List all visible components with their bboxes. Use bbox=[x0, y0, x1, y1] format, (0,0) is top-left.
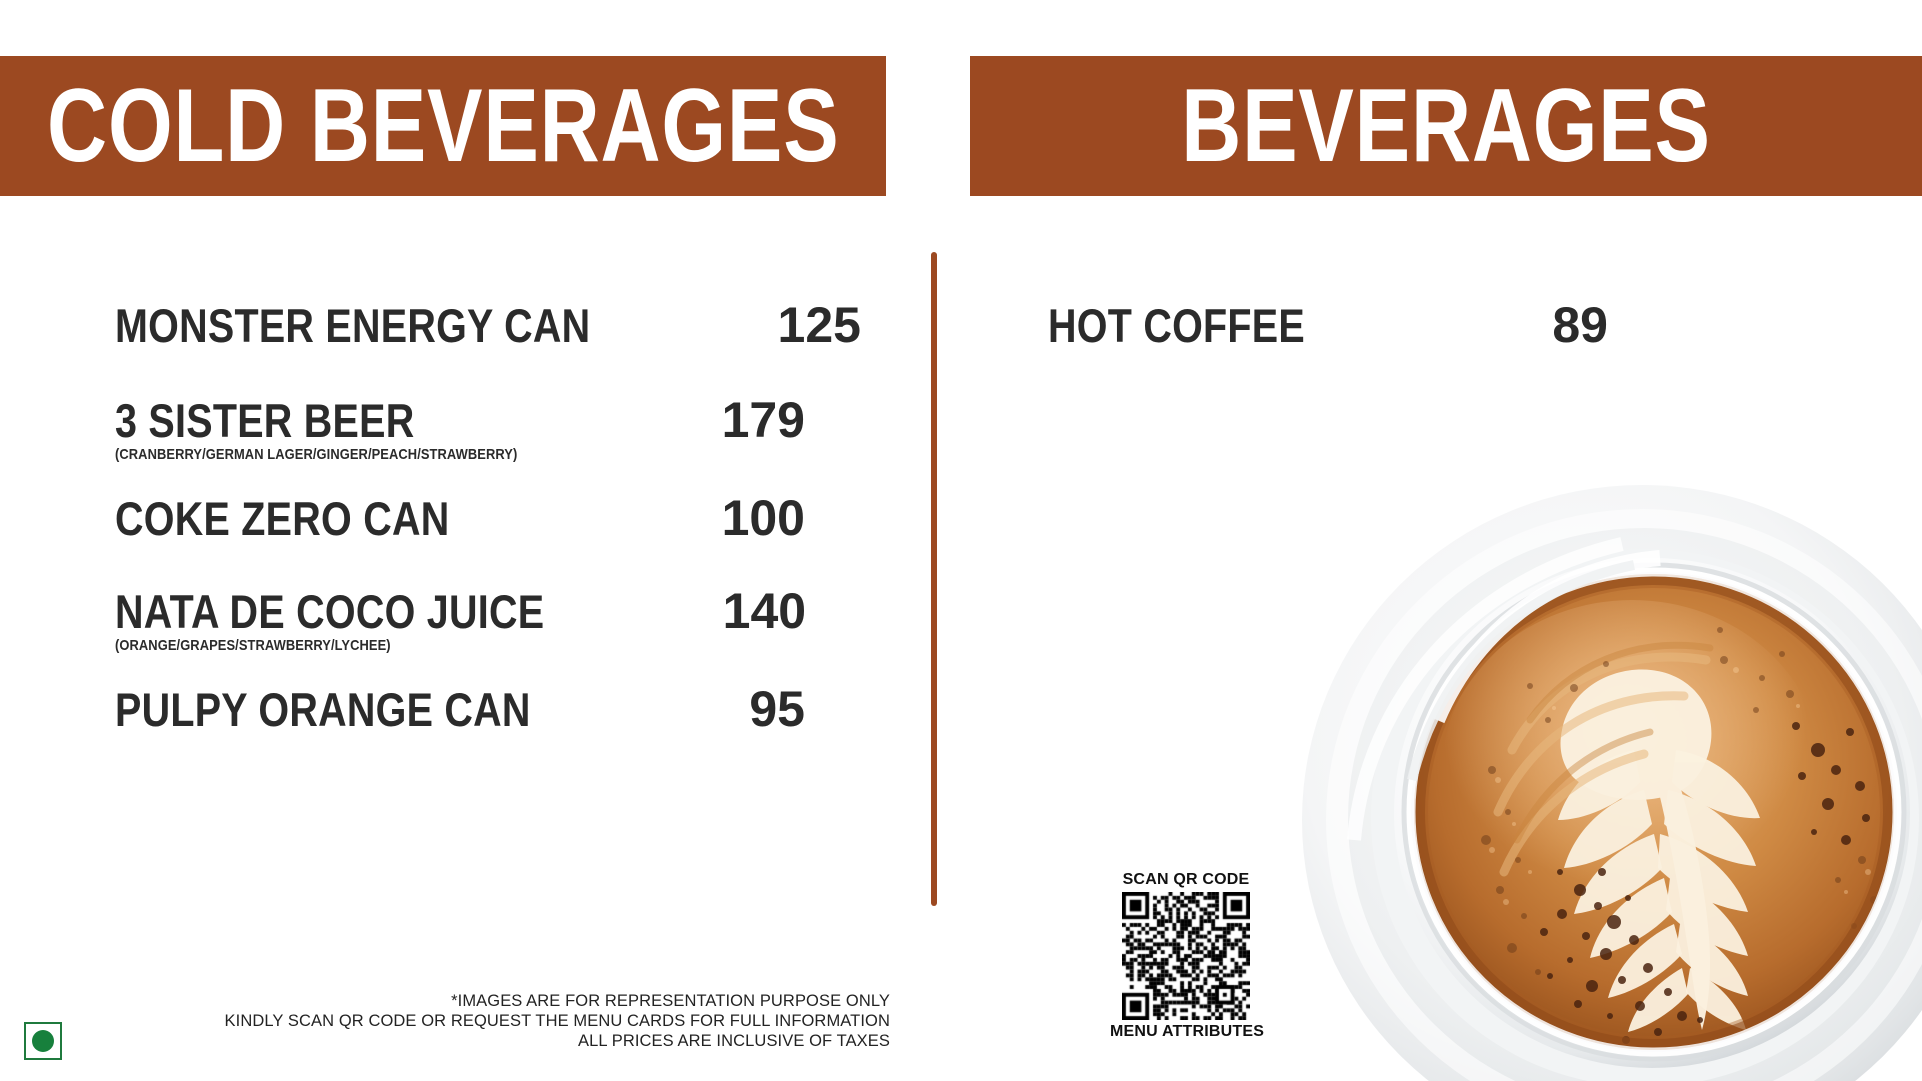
menu-item: MONSTER ENERGY CAN 125 bbox=[115, 299, 861, 352]
item-name: COKE ZERO CAN bbox=[115, 492, 450, 545]
item-name: NATA DE COCO JUICE bbox=[115, 585, 545, 638]
item-price: 95 bbox=[749, 681, 805, 737]
veg-dot-icon bbox=[32, 1030, 54, 1052]
qr-code-image[interactable] bbox=[1122, 892, 1250, 1020]
item-name: MONSTER ENERGY CAN bbox=[115, 299, 591, 352]
disclaimer-line-1: *IMAGES ARE FOR REPRESENTATION PURPOSE O… bbox=[451, 992, 890, 1010]
cold-beverages-list: MONSTER ENERGY CAN 125 3 SISTER BEER 179… bbox=[115, 299, 861, 735]
item-description: (CRANBERRY/GERMAN LAGER/GINGER/PEACH/STR… bbox=[115, 446, 518, 463]
disclaimer-line-3: ALL PRICES ARE INCLUSIVE OF TAXES bbox=[577, 1032, 890, 1050]
qr-code-block[interactable]: SCAN QR CODE MENU ATTRIBUTES bbox=[1110, 870, 1265, 1041]
cappuccino-photo bbox=[1302, 485, 1922, 1081]
menu-item: PULPY ORANGE CAN 95 bbox=[115, 684, 805, 735]
menu-item: NATA DE COCO JUICE 140 (ORANGE/GRAPES/ST… bbox=[115, 583, 807, 654]
menu-item: HOT COFFEE 89 bbox=[1048, 300, 1608, 351]
beverages-header-banner: BEVERAGES bbox=[970, 56, 1922, 196]
menu-item: COKE ZERO CAN 100 bbox=[115, 493, 805, 544]
beverages-title: BEVERAGES bbox=[1181, 68, 1711, 184]
disclaimer-text: *IMAGES ARE FOR REPRESENTATION PURPOSE O… bbox=[225, 991, 890, 1051]
item-price: 140 bbox=[722, 583, 807, 639]
disclaimer-line-2: KINDLY SCAN QR CODE OR REQUEST THE MENU … bbox=[224, 1012, 890, 1030]
qr-top-label: SCAN QR CODE bbox=[1122, 871, 1250, 888]
item-name: 3 SISTER BEER bbox=[115, 394, 415, 447]
item-price: 100 bbox=[721, 490, 805, 546]
column-divider bbox=[931, 252, 937, 906]
beverages-list: HOT COFFEE 89 bbox=[1048, 300, 1608, 351]
item-price: 89 bbox=[1552, 297, 1608, 353]
item-name: PULPY ORANGE CAN bbox=[115, 683, 531, 736]
item-description: (ORANGE/GRAPES/STRAWBERRY/LYCHEE) bbox=[115, 637, 391, 654]
menu-item: 3 SISTER BEER 179 (CRANBERRY/GERMAN LAGE… bbox=[115, 395, 805, 463]
cold-beverages-header-banner: COLD BEVERAGES bbox=[0, 56, 886, 196]
veg-symbol bbox=[24, 1022, 62, 1060]
item-name: HOT COFFEE bbox=[1048, 299, 1305, 352]
cold-beverages-title: COLD BEVERAGES bbox=[46, 68, 840, 184]
qr-bottom-label: MENU ATTRIBUTES bbox=[1110, 1023, 1265, 1040]
item-price: 125 bbox=[777, 297, 861, 353]
item-price: 179 bbox=[721, 392, 805, 448]
